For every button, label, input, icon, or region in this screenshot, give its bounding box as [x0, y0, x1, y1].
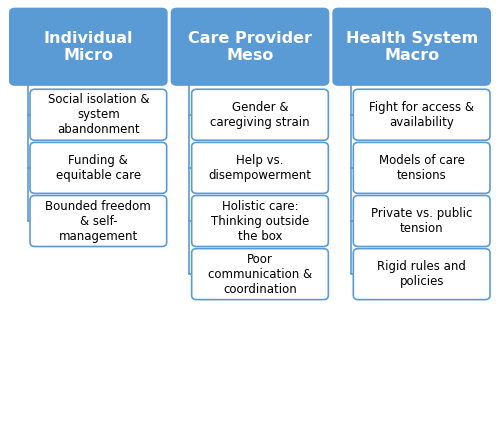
Text: Care Provider
Meso: Care Provider Meso — [188, 31, 312, 63]
FancyBboxPatch shape — [192, 142, 328, 193]
Text: Fight for access &
availability: Fight for access & availability — [369, 101, 474, 129]
FancyBboxPatch shape — [192, 249, 328, 300]
Text: Bounded freedom
& self-
management: Bounded freedom & self- management — [46, 199, 151, 243]
Text: Models of care
tensions: Models of care tensions — [378, 154, 464, 182]
FancyBboxPatch shape — [170, 8, 330, 86]
FancyBboxPatch shape — [30, 142, 166, 193]
Text: Gender &
caregiving strain: Gender & caregiving strain — [210, 101, 310, 129]
FancyBboxPatch shape — [9, 8, 168, 86]
FancyBboxPatch shape — [332, 8, 491, 86]
Text: Rigid rules and
policies: Rigid rules and policies — [377, 260, 466, 288]
FancyBboxPatch shape — [192, 89, 328, 140]
Text: Help vs.
disempowerment: Help vs. disempowerment — [208, 154, 312, 182]
Text: Individual
Micro: Individual Micro — [44, 31, 133, 63]
Text: Holistic care:
Thinking outside
the box: Holistic care: Thinking outside the box — [211, 199, 309, 243]
FancyBboxPatch shape — [354, 249, 490, 300]
FancyBboxPatch shape — [192, 196, 328, 246]
FancyBboxPatch shape — [30, 196, 166, 246]
FancyBboxPatch shape — [354, 89, 490, 140]
FancyBboxPatch shape — [354, 142, 490, 193]
Text: Poor
communication &
coordination: Poor communication & coordination — [208, 252, 312, 296]
FancyBboxPatch shape — [30, 89, 166, 140]
Text: Social isolation &
system
abandonment: Social isolation & system abandonment — [48, 93, 149, 136]
Text: Health System
Macro: Health System Macro — [346, 31, 478, 63]
Text: Funding &
equitable care: Funding & equitable care — [56, 154, 141, 182]
Text: Private vs. public
tension: Private vs. public tension — [371, 207, 472, 235]
FancyBboxPatch shape — [354, 196, 490, 246]
